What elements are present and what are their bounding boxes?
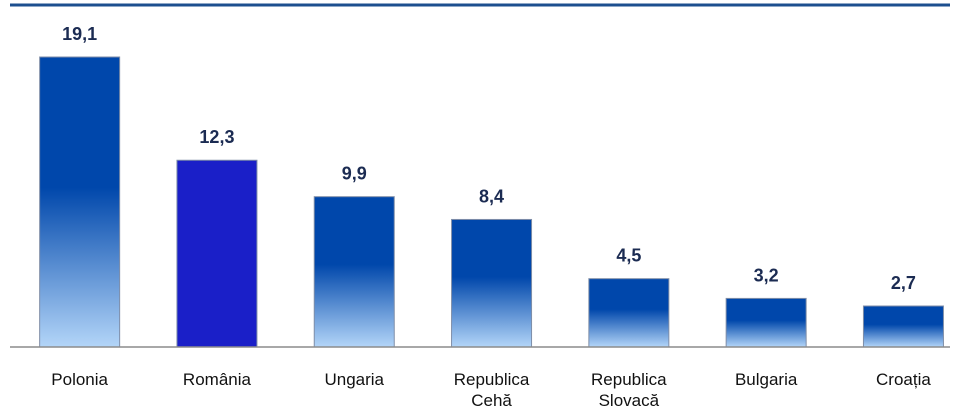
category-label: Bulgaria xyxy=(735,370,798,389)
category-label: Republica Slovacă xyxy=(591,370,667,410)
category-label: Ungaria xyxy=(324,370,384,389)
category-label: Croația xyxy=(876,370,931,389)
category-label: România xyxy=(183,370,252,389)
bar xyxy=(176,159,258,348)
bar xyxy=(725,297,807,348)
bar xyxy=(588,278,670,348)
value-label: 19,1 xyxy=(62,24,97,44)
value-label: 4,5 xyxy=(616,246,641,266)
value-label: 3,2 xyxy=(754,265,779,285)
bar xyxy=(39,56,121,348)
value-label: 8,4 xyxy=(479,186,504,206)
value-label: 9,9 xyxy=(342,164,367,184)
value-label: 2,7 xyxy=(891,273,916,293)
bar xyxy=(451,218,533,348)
category-label: Republica Cehă xyxy=(454,370,530,410)
value-label: 12,3 xyxy=(199,127,234,147)
bar xyxy=(862,305,944,348)
bar xyxy=(313,196,395,348)
category-label: Polonia xyxy=(51,370,108,389)
